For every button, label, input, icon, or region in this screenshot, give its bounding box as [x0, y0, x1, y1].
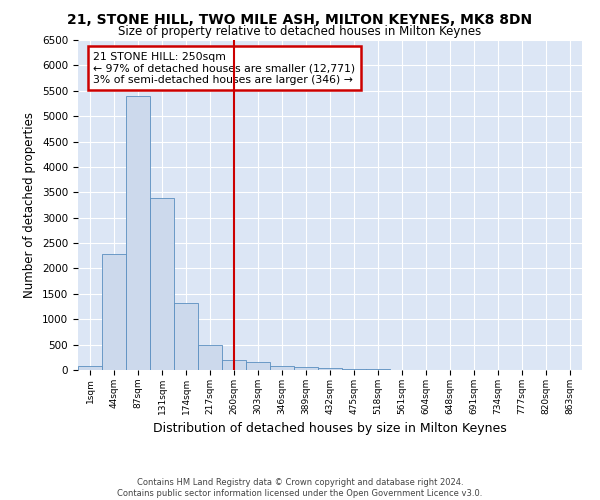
Bar	[294, 367, 318, 370]
Bar	[102, 254, 126, 370]
Bar	[270, 366, 294, 370]
X-axis label: Distribution of detached houses by size in Milton Keynes: Distribution of detached houses by size …	[153, 422, 507, 436]
Text: 21, STONE HILL, TWO MILE ASH, MILTON KEYNES, MK8 8DN: 21, STONE HILL, TWO MILE ASH, MILTON KEY…	[67, 12, 533, 26]
Text: Size of property relative to detached houses in Milton Keynes: Size of property relative to detached ho…	[118, 25, 482, 38]
Bar	[342, 369, 366, 370]
Bar	[150, 198, 174, 370]
Y-axis label: Number of detached properties: Number of detached properties	[23, 112, 37, 298]
Text: 21 STONE HILL: 250sqm
← 97% of detached houses are smaller (12,771)
3% of semi-d: 21 STONE HILL: 250sqm ← 97% of detached …	[93, 52, 355, 84]
Bar	[126, 96, 150, 370]
Bar	[174, 303, 198, 370]
Text: Contains HM Land Registry data © Crown copyright and database right 2024.
Contai: Contains HM Land Registry data © Crown c…	[118, 478, 482, 498]
Bar	[198, 345, 222, 370]
Bar	[246, 362, 270, 370]
Bar	[318, 368, 342, 370]
Bar	[222, 360, 246, 370]
Bar	[78, 366, 102, 370]
